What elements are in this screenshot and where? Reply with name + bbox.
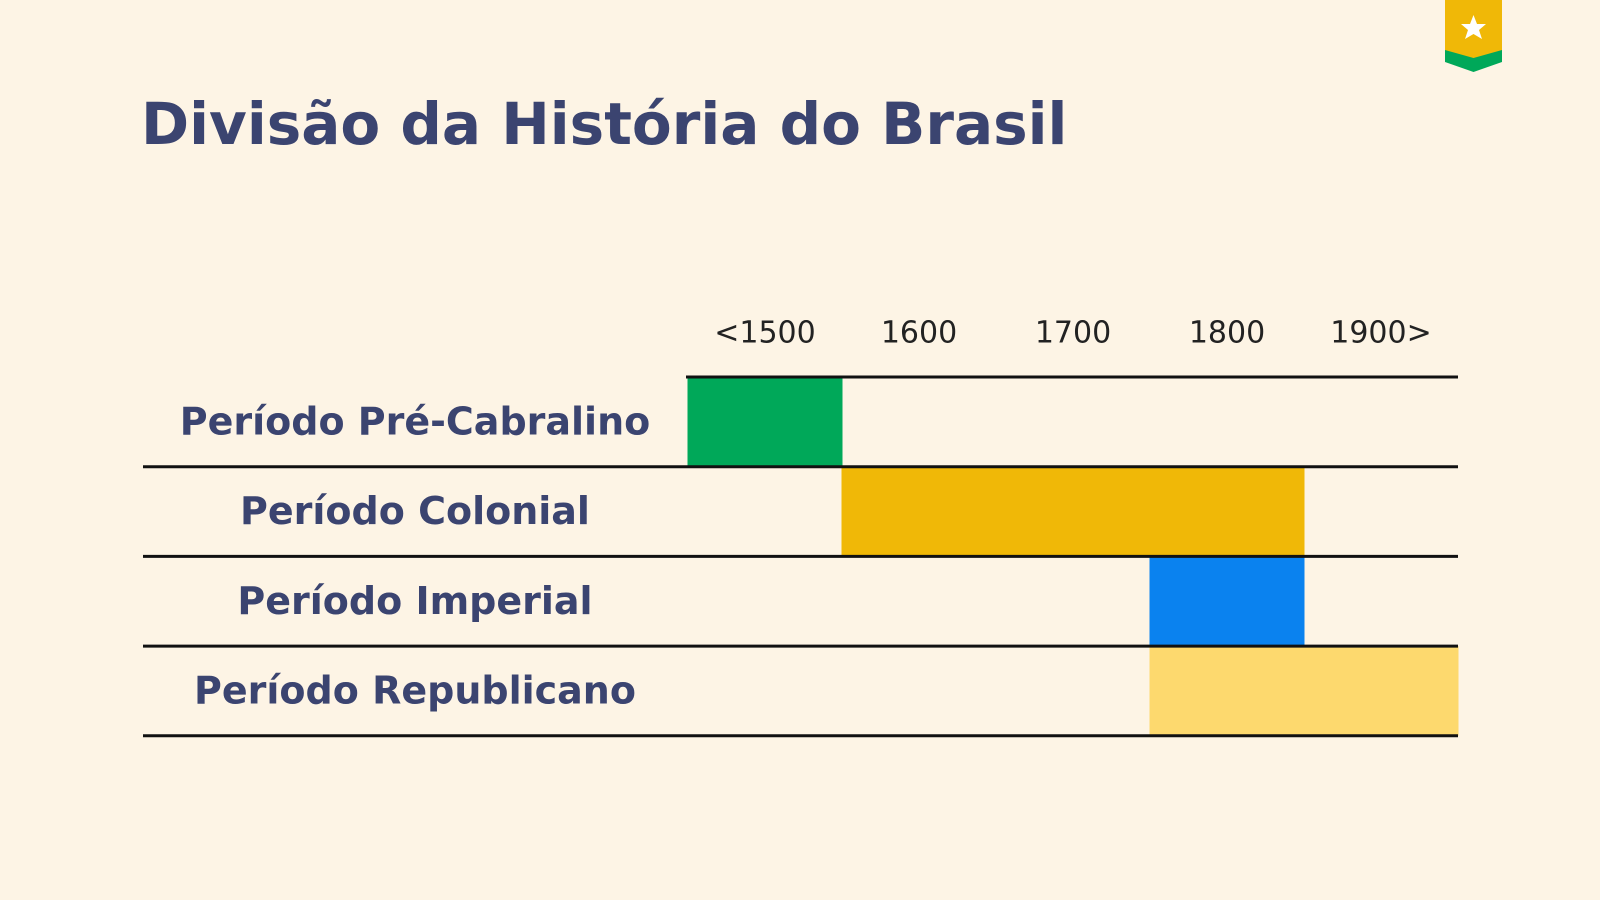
column-header: <1500	[714, 316, 815, 351]
row-label: Período Imperial	[237, 579, 592, 623]
period-bar	[1149, 646, 1305, 736]
timeline-table: <1500 1600 1700 1800 1900> Período Pré-Cabral…	[143, 316, 1459, 738]
row-label: Período Pré-Cabralino	[180, 399, 651, 443]
column-header: 1800	[1189, 316, 1265, 351]
period-bar	[1149, 466, 1305, 557]
column-header: 1700	[1035, 316, 1111, 351]
period-bar	[1303, 646, 1459, 736]
slide-title: Divisão da História do Brasil	[141, 90, 1067, 158]
period-bar	[1149, 556, 1305, 647]
row-label: Período Colonial	[240, 489, 590, 533]
badge	[1445, 0, 1502, 72]
column-header: 1600	[881, 316, 957, 351]
period-bar	[841, 466, 997, 557]
period-bar	[995, 466, 1151, 557]
column-header: 1900>	[1330, 316, 1431, 351]
row-label: Período Republicano	[194, 668, 636, 712]
period-bar	[687, 377, 843, 467]
